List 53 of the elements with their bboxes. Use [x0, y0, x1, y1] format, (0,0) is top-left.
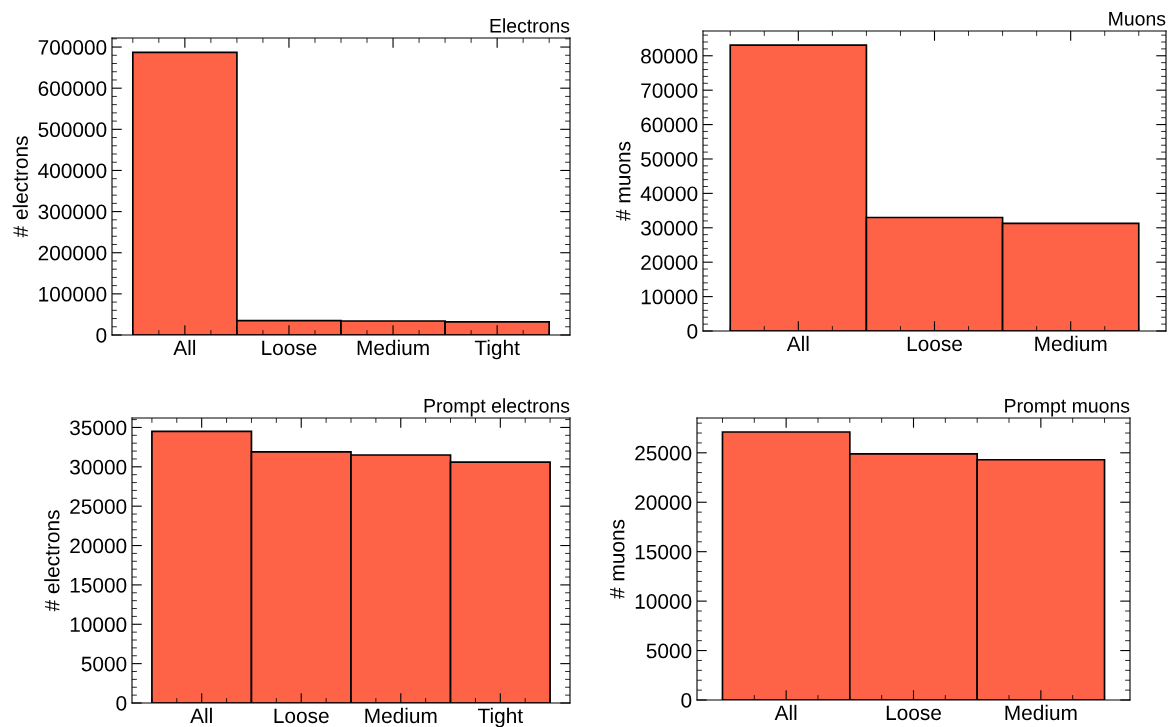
y-tick-label: 20000: [70, 538, 127, 554]
chart-title: Prompt muons: [1005, 399, 1130, 417]
y-tick-label: 25000: [70, 499, 127, 514]
y-tick-label: 100000: [39, 286, 107, 302]
x-tick-label: Loose: [274, 708, 329, 724]
y-tick-label: 30000: [70, 459, 127, 475]
y-tick-label: 50000: [641, 151, 698, 167]
x-tick-label: Medium: [1005, 704, 1077, 721]
y-tick-label: 15000: [635, 544, 692, 560]
y-tick-label: 0: [687, 324, 698, 339]
y-axis-title: # electrons: [12, 136, 28, 238]
y-tick-label: 20000: [635, 495, 692, 510]
y-tick-label: 0: [116, 696, 127, 711]
x-tick-label: Loose: [886, 705, 941, 721]
x-tick-label: All: [774, 704, 797, 720]
y-tick-label: 35000: [70, 420, 127, 436]
y-tick-label: 20000: [641, 255, 698, 270]
y-tick-label: 60000: [641, 117, 698, 133]
x-tick-label: Tight: [474, 339, 520, 360]
y-axis-title: # muons: [616, 141, 631, 221]
y-tick-label: 0: [96, 328, 107, 343]
x-tick-label: Loose: [262, 340, 317, 356]
y-tick-label: 80000: [641, 48, 698, 64]
y-tick-label: 10000: [641, 289, 698, 305]
x-tick-label: Medium: [1035, 335, 1107, 352]
y-tick-label: 10000: [635, 594, 692, 609]
x-tick-label: All: [786, 335, 809, 351]
y-tick-label: 500000: [38, 122, 107, 138]
y-tick-label: 300000: [38, 204, 107, 220]
x-tick-label: Medium: [365, 707, 437, 724]
x-tick-label: Medium: [357, 339, 429, 356]
y-tick-label: 200000: [38, 245, 107, 261]
y-tick-label: 600000: [38, 81, 107, 96]
y-tick-label: 5000: [81, 656, 127, 672]
y-tick-label: 40000: [640, 186, 698, 202]
chart-title: Prompt electrons: [424, 398, 570, 417]
chart-title: Electrons: [490, 18, 570, 33]
x-tick-label: All: [190, 707, 212, 723]
y-tick-label: 5000: [646, 643, 692, 659]
x-tick-label: Tight: [478, 707, 523, 727]
y-tick-label: 10000: [70, 617, 127, 633]
y-tick-label: 25000: [635, 445, 692, 461]
y-tick-label: 0: [681, 693, 692, 708]
y-tick-label: 400000: [38, 163, 107, 179]
x-tick-label: All: [173, 339, 196, 355]
y-tick-label: 70000: [641, 83, 698, 98]
y-axis-title: # muons: [610, 519, 625, 599]
x-tick-label: Loose: [907, 336, 962, 352]
y-tick-label: 15000: [70, 577, 127, 593]
y-tick-label: 700000: [38, 40, 107, 55]
chart-title: Muons: [1109, 12, 1166, 26]
y-tick-label: 30000: [641, 220, 698, 236]
y-axis-title: # electrons: [44, 510, 60, 612]
